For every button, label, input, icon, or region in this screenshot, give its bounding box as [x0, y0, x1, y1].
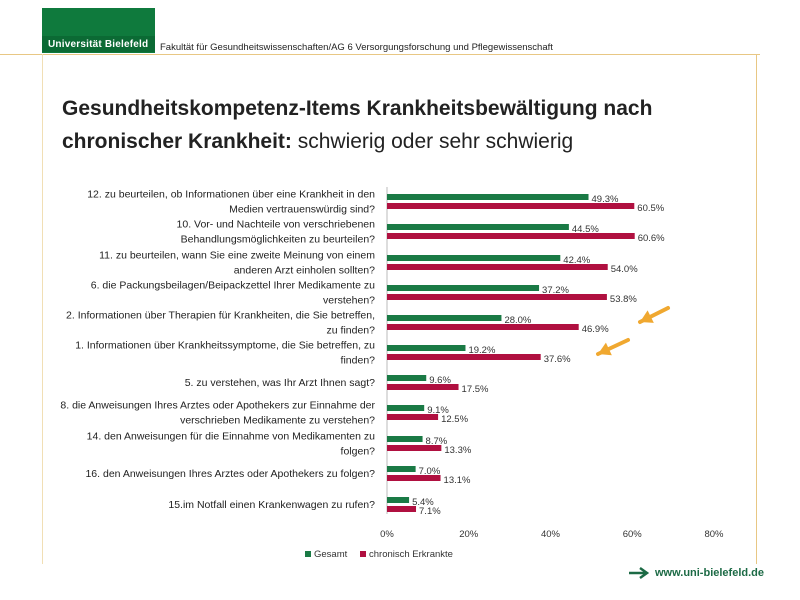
data-label: 12.5%: [441, 414, 468, 425]
data-label: 60.5%: [637, 203, 664, 214]
category-label: 2. Informationen über Therapien für Kran…: [66, 310, 375, 322]
data-label: 7.0%: [419, 466, 441, 477]
category-label: 5. zu verstehen, was Ihr Arzt Ihnen sagt…: [185, 377, 375, 389]
annotation-arrow-2-head: [598, 342, 612, 356]
data-label: 37.6%: [544, 354, 571, 365]
data-label: 5.4%: [412, 497, 434, 508]
bar-gesamt: [387, 497, 410, 503]
bar-chronisch: [387, 354, 541, 360]
category-label: finden?: [341, 355, 376, 367]
bar-gesamt: [387, 345, 466, 351]
bar-chronisch: [387, 506, 417, 512]
legend-swatch-gesamt: [305, 551, 311, 557]
footer-url: www.uni-bielefeld.de: [655, 567, 764, 579]
left-border-line: [42, 54, 43, 564]
bar-chronisch: [387, 264, 608, 270]
bar-chronisch: [387, 324, 579, 330]
bar-gesamt: [387, 375, 427, 381]
x-tick-label: 0%: [380, 529, 394, 540]
data-label: 19.2%: [468, 345, 495, 356]
arrow-right-icon: [629, 566, 650, 580]
data-label: 44.5%: [572, 224, 599, 235]
category-label: 10. Vor- und Nachteile von verschriebene…: [177, 219, 376, 231]
page-title: Gesundheitskompetenz-Items Krankheitsbew…: [62, 92, 762, 158]
data-label: 9.6%: [429, 375, 451, 386]
bar-chronisch: [387, 414, 439, 420]
title-bold: Gesundheitskompetenz-Items Krankheitsbew…: [62, 97, 653, 153]
data-label: 46.9%: [582, 324, 609, 335]
bar-chronisch: [387, 294, 607, 300]
category-label: 8. die Anweisungen Ihres Arztes oder Apo…: [60, 400, 375, 412]
bar-chronisch: [387, 384, 459, 390]
bar-chronisch: [387, 445, 442, 451]
logo-stripe: [42, 36, 155, 52]
data-label: 7.1%: [419, 506, 441, 517]
category-label: 16. den Anweisungen Ihres Arztes oder Ap…: [85, 468, 375, 480]
bar-chronisch: [387, 233, 635, 239]
bar-chronisch: [387, 475, 441, 481]
legend-label-chronisch: chronisch Erkrankte: [369, 549, 453, 560]
bar-gesamt: [387, 255, 561, 261]
x-tick-label: 40%: [541, 529, 561, 540]
category-label: verschrieben Medikamente zu verstehen?: [180, 415, 375, 427]
legend-swatch-chronisch: [360, 551, 366, 557]
data-label: 49.3%: [592, 194, 619, 205]
data-label: 53.8%: [610, 294, 637, 305]
data-label: 13.1%: [444, 475, 471, 486]
data-label: 37.2%: [542, 285, 569, 296]
data-label: 28.0%: [504, 315, 531, 326]
bar-gesamt: [387, 436, 423, 442]
data-label: 60.6%: [638, 233, 665, 244]
bar-gesamt: [387, 466, 416, 472]
data-label: 13.3%: [444, 445, 471, 456]
title-normal: schwierig oder sehr schwierig: [291, 130, 574, 153]
annotation-arrow-1-head: [640, 310, 654, 323]
category-label: anderen Arzt einholen sollten?: [234, 265, 375, 277]
category-label: verstehen?: [323, 295, 375, 307]
data-label: 54.0%: [611, 264, 638, 275]
x-tick-label: 60%: [623, 529, 643, 540]
logo-text: Universität Bielefeld: [48, 39, 149, 50]
category-label: 1. Informationen über Krankheitssymptome…: [75, 340, 375, 352]
category-label: 15.im Notfall einen Krankenwagen zu rufe…: [168, 499, 375, 511]
category-label: 14. den Anweisungen für die Einnahme von…: [87, 431, 376, 443]
category-label: zu finden?: [327, 325, 376, 337]
category-label: 6. die Packungsbeilagen/Beipackzettel Ih…: [91, 280, 375, 292]
data-label: 42.4%: [563, 255, 590, 266]
legend-label-gesamt: Gesamt: [314, 549, 348, 560]
bar-gesamt: [387, 194, 589, 200]
right-border-line: [756, 54, 757, 564]
data-label: 17.5%: [462, 384, 489, 395]
bar-chronisch: [387, 203, 635, 209]
category-label: Medien vertrauenswürdig sind?: [229, 204, 375, 216]
data-label: 8.7%: [426, 436, 448, 447]
category-label: folgen?: [341, 446, 376, 458]
bar-gesamt: [387, 224, 569, 230]
bar-gesamt: [387, 315, 502, 321]
x-tick-label: 20%: [459, 529, 479, 540]
category-label: 12. zu beurteilen, ob Informationen über…: [87, 189, 375, 201]
category-label: 11. zu beurteilen, wann Sie eine zweite …: [99, 250, 375, 262]
data-label: 9.1%: [427, 405, 449, 416]
bar-gesamt: [387, 285, 540, 291]
faculty-header: Fakultät für Gesundheitswissenschaften/A…: [160, 42, 553, 53]
x-tick-label: 80%: [704, 529, 724, 540]
category-label: Behandlungsmöglichkeiten zu beurteilen?: [181, 234, 376, 246]
bar-gesamt: [387, 405, 425, 411]
header-divider: [0, 54, 760, 55]
